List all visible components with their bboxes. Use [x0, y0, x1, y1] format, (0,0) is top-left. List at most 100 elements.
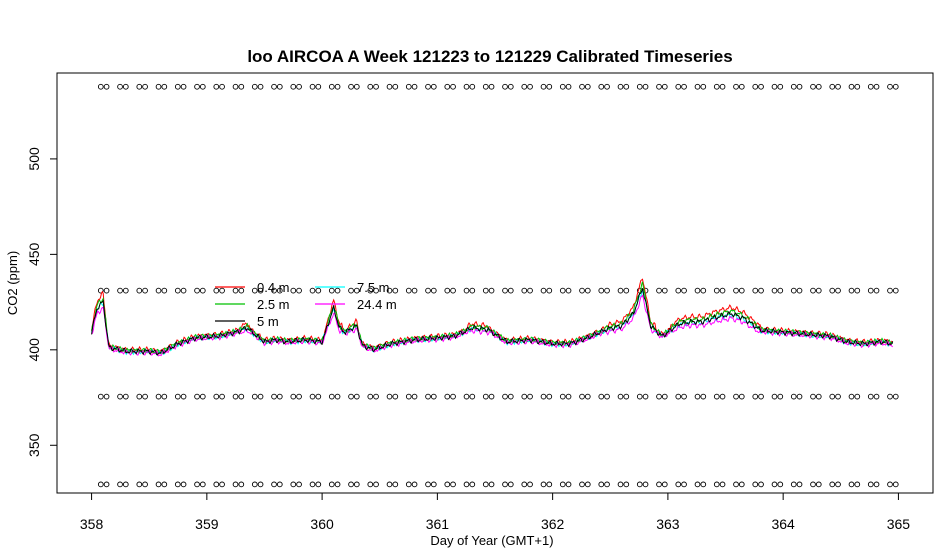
calibration-point	[315, 481, 322, 488]
calibration-point	[502, 83, 508, 90]
calibration-point	[675, 481, 682, 488]
calibration-point	[373, 83, 379, 90]
calibration-point	[623, 83, 630, 90]
calibration-point	[161, 287, 168, 294]
y-axis-label: CO2 (ppm)	[5, 251, 20, 315]
calibration-point	[598, 393, 605, 400]
calibration-point	[257, 481, 264, 488]
calibration-point	[546, 481, 553, 488]
calibration-point	[232, 393, 239, 400]
calibration-point	[411, 393, 418, 400]
calibration-point	[771, 481, 778, 488]
calibration-point	[386, 393, 393, 400]
calibration-point	[276, 83, 283, 90]
calibration-point	[328, 481, 335, 488]
calibration-point	[373, 393, 379, 400]
calibration-point	[873, 83, 880, 90]
calibration-point	[675, 287, 682, 294]
calibration-point	[161, 481, 168, 488]
calibration-point	[309, 287, 316, 294]
calibration-point	[796, 481, 803, 488]
calibration-point	[430, 83, 437, 90]
calibration-point	[892, 481, 899, 488]
calibration-point	[219, 393, 225, 400]
calibration-point	[469, 481, 476, 488]
calibration-point	[810, 393, 816, 400]
calibration-point	[251, 287, 258, 294]
calibration-point	[540, 287, 547, 294]
calibration-point	[867, 481, 874, 488]
calibration-point	[142, 287, 148, 294]
calibration-point	[213, 481, 220, 488]
calibration-point	[738, 83, 745, 90]
calibration-point	[430, 393, 437, 400]
y-tick-label: 350	[26, 433, 42, 457]
calibration-point	[810, 287, 816, 294]
calibration-point	[232, 481, 239, 488]
calibration-point	[559, 481, 566, 488]
calibration-point	[180, 393, 187, 400]
calibration-point	[848, 287, 855, 294]
chart-title: loo AIRCOA A Week 121223 to 121229 Calib…	[247, 47, 732, 66]
calibration-point	[656, 393, 662, 400]
calibration-point	[733, 393, 739, 400]
calibration-point	[790, 83, 797, 90]
calibration-point	[604, 287, 610, 294]
calibration-point	[854, 83, 861, 90]
calibration-point	[681, 393, 687, 400]
calibration-point	[271, 83, 277, 90]
calibration-point	[386, 287, 393, 294]
y-tick-label: 400	[26, 338, 42, 362]
calibration-point	[598, 287, 605, 294]
calibration-point	[348, 83, 354, 90]
calibration-point	[892, 287, 899, 294]
x-tick-label: 363	[656, 516, 680, 532]
calibration-point	[835, 83, 841, 90]
calibration-point	[194, 481, 200, 488]
calibration-point	[367, 287, 374, 294]
calibration-point	[559, 393, 566, 400]
calibration-point	[527, 393, 533, 400]
calibration-point	[758, 287, 764, 294]
calibration-point	[700, 393, 707, 400]
calibration-point	[122, 393, 129, 400]
calibration-point	[604, 481, 610, 488]
calibration-point	[854, 393, 861, 400]
calibration-point	[636, 83, 643, 90]
calibration-point	[527, 481, 533, 488]
calibration-point	[392, 83, 399, 90]
calibration-point	[425, 481, 431, 488]
calibration-point	[155, 481, 162, 488]
x-axis-label: Day of Year (GMT+1)	[430, 533, 553, 548]
calibration-point	[251, 481, 258, 488]
legend-label: 24.4 m	[357, 297, 397, 312]
calibration-point	[444, 83, 451, 90]
calibration-point	[694, 83, 701, 90]
calibration-point	[565, 393, 572, 400]
calibration-point	[848, 481, 855, 488]
calibration-point	[617, 287, 624, 294]
calibration-point	[661, 83, 668, 90]
calibration-point	[136, 287, 143, 294]
calibration-point	[796, 393, 803, 400]
calibration-point	[276, 481, 283, 488]
calibration-point	[411, 83, 418, 90]
calibration-point	[161, 83, 168, 90]
calibration-point	[777, 287, 784, 294]
calibration-point	[219, 481, 225, 488]
calibration-point	[815, 481, 822, 488]
calibration-point	[579, 83, 585, 90]
calibration-point	[142, 481, 148, 488]
calibration-point	[777, 481, 784, 488]
calibration-point	[835, 393, 841, 400]
calibration-point	[758, 481, 764, 488]
calibration-point	[463, 287, 470, 294]
calibration-point	[103, 393, 110, 400]
calibration-point	[873, 393, 880, 400]
calibration-point	[617, 83, 624, 90]
calibration-point	[430, 287, 437, 294]
calibration-point	[290, 393, 297, 400]
calibration-point	[656, 83, 662, 90]
calibration-point	[623, 287, 630, 294]
calibration-point	[642, 481, 649, 488]
